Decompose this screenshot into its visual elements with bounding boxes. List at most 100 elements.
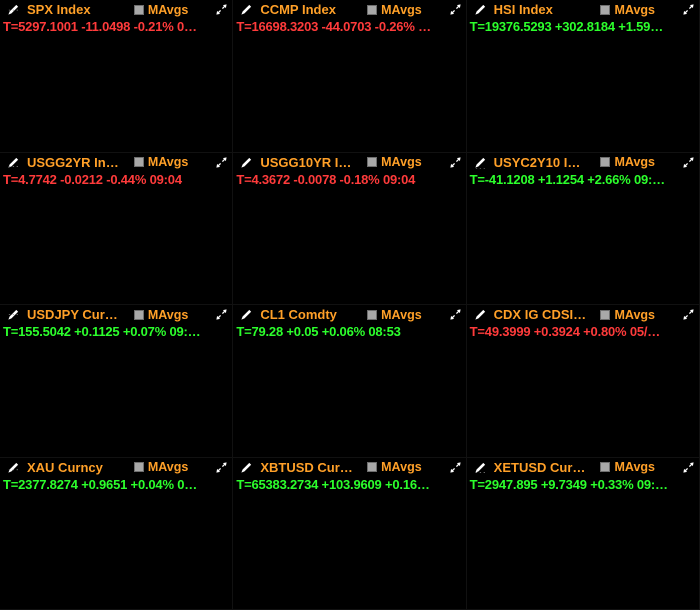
mavgs-toggle[interactable]: MAvgs bbox=[600, 3, 655, 17]
panel-header: 520051005000FebMarAprMay20245297.10 SPX I… bbox=[0, 0, 232, 17]
expand-arrows-icon[interactable] bbox=[449, 461, 462, 474]
mavgs-checkbox-icon[interactable] bbox=[367, 309, 378, 320]
chart-canvas[interactable] bbox=[467, 341, 699, 457]
chart-canvas[interactable] bbox=[467, 36, 699, 152]
ticker-label[interactable]: XBTUSD Cur… bbox=[260, 459, 353, 475]
mavgs-checkbox-icon[interactable] bbox=[133, 309, 144, 320]
pencil-icon[interactable]: 5.004.604.40FebMarAprMay20244.7742 bbox=[7, 156, 20, 169]
chart-panel: 22002000FebMarAprMay20242377.83 XAU Curnc… bbox=[0, 457, 234, 610]
mavgs-checkbox-icon[interactable] bbox=[133, 4, 144, 15]
mavgs-toggle[interactable]: MAvgs bbox=[600, 460, 655, 474]
mavgs-label: MAvgs bbox=[381, 2, 422, 17]
price-series bbox=[247, 163, 254, 169]
ticker-label[interactable]: USGG10YR I… bbox=[260, 154, 352, 170]
mavgs-toggle[interactable]: MAvgs bbox=[133, 155, 188, 169]
pencil-icon[interactable]: 700006000050000Mar202465385.88 bbox=[240, 461, 253, 474]
ticker-label[interactable]: SPX Index bbox=[27, 2, 91, 17]
chart-canvas[interactable] bbox=[0, 189, 232, 305]
expand-arrows-icon[interactable] bbox=[215, 156, 228, 169]
pencil-icon[interactable]: 160150FebMarAprMay2024155.50 bbox=[7, 308, 20, 321]
mavgs-toggle[interactable]: MAvgs bbox=[133, 308, 188, 322]
mavgs-toggle[interactable]: MAvgs bbox=[600, 155, 655, 169]
expand-arrows-icon[interactable] bbox=[682, 3, 695, 16]
mavgs-label: MAvgs bbox=[614, 307, 655, 322]
mavgs-checkbox-icon[interactable] bbox=[600, 4, 611, 15]
panel-header: 4.604.204.00FebMarAprMay20244.3672 USGG10… bbox=[233, 153, 465, 170]
mavgs-toggle[interactable]: MAvgs bbox=[133, 460, 188, 474]
price-series bbox=[247, 316, 254, 321]
pencil-icon[interactable]: 19000180001700016000FebMarAprMay20241937… bbox=[474, 3, 487, 16]
mavgs-checkbox-icon[interactable] bbox=[600, 309, 611, 320]
quote-line: T=4.7742 -0.0212 -0.44% 09:04 bbox=[3, 171, 182, 187]
expand-arrows-icon[interactable] bbox=[449, 156, 462, 169]
expand-arrows-icon[interactable] bbox=[682, 156, 695, 169]
pencil-icon[interactable]: 165001600015500FebMarAprMay202416698.32 bbox=[240, 3, 253, 16]
panel-header: 8575FebMarAprMay202479.28 CL1 Comdty MAvgs bbox=[233, 305, 465, 322]
quote-line: T=155.5042 +0.1125 +0.07% 09:… bbox=[3, 324, 201, 339]
ticker-label[interactable]: USDJPY Cur… bbox=[27, 307, 118, 322]
pencil-icon[interactable]: 8575FebMarAprMay202479.28 bbox=[240, 308, 253, 321]
chart-canvas[interactable] bbox=[0, 36, 232, 152]
mavgs-label: MAvgs bbox=[147, 2, 189, 17]
expand-arrows-icon[interactable] bbox=[215, 3, 228, 16]
chart-panel: 8575FebMarAprMay202479.28 CL1 Comdty MAvgs… bbox=[233, 305, 467, 458]
expand-arrows-icon[interactable] bbox=[682, 461, 695, 474]
expand-arrows-icon[interactable] bbox=[449, 308, 462, 321]
mavgs-label: MAvgs bbox=[614, 155, 655, 169]
panel-header: 160150FebMarAprMay2024155.50 USDJPY Cur… M… bbox=[0, 305, 232, 322]
ticker-label[interactable]: USGG2YR In… bbox=[27, 154, 119, 170]
pencil-icon[interactable]: 40003500Mar20242947.865 bbox=[474, 461, 487, 474]
mavgs-checkbox-icon[interactable] bbox=[133, 157, 144, 167]
ticker-label[interactable]: XAU Curncy bbox=[27, 459, 103, 475]
pencil-icon[interactable]: 520051005000FebMarAprMay20245297.10 bbox=[7, 3, 20, 16]
pencil-icon[interactable]: -30-50FebMarAprMay2024-41.121 bbox=[474, 156, 487, 169]
quote-line: T=49.3999 +0.3924 +0.80% 05/… bbox=[469, 324, 661, 339]
chart-panel: 55FebMarAprMay202449.40 CDX IG CDSI… MAvgs… bbox=[466, 305, 700, 458]
chart-canvas[interactable] bbox=[233, 341, 465, 457]
expand-arrows-icon[interactable] bbox=[215, 308, 228, 321]
chart-canvas[interactable] bbox=[233, 36, 465, 152]
chart-canvas[interactable] bbox=[233, 189, 465, 305]
mavgs-checkbox-icon[interactable] bbox=[367, 4, 378, 15]
ticker-label[interactable]: CL1 Comdty bbox=[260, 307, 337, 322]
mavgs-toggle[interactable]: MAvgs bbox=[367, 3, 422, 17]
price-series bbox=[14, 10, 21, 17]
mavgs-toggle[interactable]: MAvgs bbox=[600, 308, 655, 322]
chart-canvas[interactable] bbox=[0, 494, 232, 610]
mavgs-toggle[interactable]: MAvgs bbox=[133, 2, 189, 17]
chart-panel: -30-50FebMarAprMay2024-41.121 USYC2Y10 I…… bbox=[466, 152, 700, 305]
pencil-icon[interactable]: 4.604.204.00FebMarAprMay20244.3672 bbox=[240, 156, 253, 169]
pencil-icon[interactable]: 55FebMarAprMay202449.40 bbox=[474, 308, 487, 321]
quote-line: T=65383.2734 +103.9609 +0.16… bbox=[236, 476, 430, 492]
quote-line: T=5297.1001 -11.0498 -0.21% 0… bbox=[3, 19, 197, 34]
expand-arrows-icon[interactable] bbox=[449, 3, 462, 16]
mavgs-checkbox-icon[interactable] bbox=[367, 462, 378, 472]
mavgs-checkbox-icon[interactable] bbox=[367, 157, 378, 167]
chart-canvas[interactable] bbox=[233, 494, 465, 610]
ticker-label[interactable]: HSI Index bbox=[493, 2, 553, 17]
quote-line: T=-41.1208 +1.1254 +2.66% 09:… bbox=[469, 171, 665, 187]
mavgs-label: MAvgs bbox=[614, 2, 655, 17]
mavgs-checkbox-icon[interactable] bbox=[600, 157, 611, 167]
chart-panel: 19000180001700016000FebMarAprMay20241937… bbox=[466, 0, 700, 153]
chart-canvas[interactable] bbox=[0, 341, 232, 457]
pencil-icon[interactable]: 22002000FebMarAprMay20242377.83 bbox=[7, 461, 20, 474]
ticker-label[interactable]: XETUSD Cur… bbox=[493, 459, 586, 475]
panel-header: -30-50FebMarAprMay2024-41.121 USYC2Y10 I…… bbox=[467, 153, 699, 170]
mavgs-toggle[interactable]: MAvgs bbox=[367, 308, 422, 322]
expand-arrows-icon[interactable] bbox=[682, 308, 695, 321]
mavgs-toggle[interactable]: MAvgs bbox=[367, 460, 422, 474]
chart-canvas[interactable] bbox=[467, 189, 699, 305]
panel-header: 22002000FebMarAprMay20242377.83 XAU Curnc… bbox=[0, 458, 232, 475]
ticker-label[interactable]: CCMP Index bbox=[260, 2, 336, 17]
chart-canvas[interactable] bbox=[467, 494, 699, 610]
ticker-label[interactable]: CDX IG CDSI… bbox=[493, 307, 587, 322]
mavgs-toggle[interactable]: MAvgs bbox=[367, 155, 422, 169]
panel-header: 700006000050000Mar202465385.88 XBTUSD Cur… bbox=[233, 458, 465, 475]
expand-arrows-icon[interactable] bbox=[215, 461, 228, 474]
ticker-label[interactable]: USYC2Y10 I… bbox=[493, 154, 581, 170]
mavgs-checkbox-icon[interactable] bbox=[600, 462, 611, 472]
mavgs-checkbox-icon[interactable] bbox=[133, 462, 144, 472]
quote-line: T=4.3672 -0.0078 -0.18% 09:04 bbox=[236, 171, 416, 187]
